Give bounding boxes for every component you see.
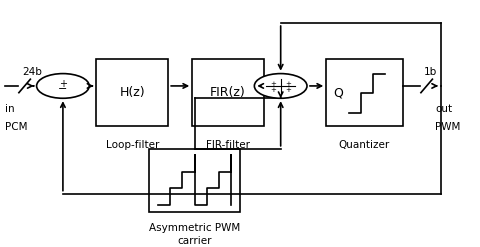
- Text: +: +: [270, 87, 276, 93]
- Text: +: +: [286, 87, 291, 93]
- Text: +: +: [286, 81, 291, 87]
- Text: +: +: [59, 79, 67, 89]
- Text: Quantizer: Quantizer: [339, 140, 390, 150]
- Bar: [192, 59, 264, 126]
- Bar: [326, 59, 403, 126]
- Text: PWM: PWM: [435, 122, 461, 132]
- Text: 1b: 1b: [424, 67, 437, 77]
- Text: −: −: [58, 84, 68, 94]
- Text: Loop-filter: Loop-filter: [106, 140, 159, 150]
- Bar: [96, 59, 168, 126]
- Text: PCM: PCM: [5, 122, 28, 132]
- Text: Asymmetric PWM
carrier: Asymmetric PWM carrier: [149, 223, 240, 246]
- Text: H(z): H(z): [120, 86, 145, 99]
- Text: FIR(z): FIR(z): [210, 86, 246, 99]
- Circle shape: [254, 74, 307, 98]
- Circle shape: [36, 74, 89, 98]
- Text: +: +: [270, 81, 276, 87]
- Text: 24b: 24b: [22, 67, 42, 77]
- Text: Q: Q: [333, 86, 343, 99]
- Text: out: out: [435, 104, 452, 114]
- Text: in: in: [5, 104, 15, 114]
- Bar: [149, 149, 240, 211]
- Text: FIR-filter: FIR-filter: [206, 140, 250, 150]
